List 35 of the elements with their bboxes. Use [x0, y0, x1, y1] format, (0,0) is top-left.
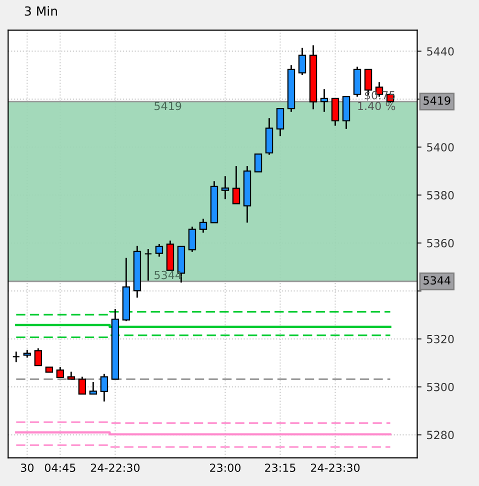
annotation: 5419 [154, 102, 182, 110]
candlestick [155, 243, 164, 258]
x-tick-label: 24-22:30 [90, 464, 140, 472]
candlestick [232, 165, 240, 204]
chart-title: 3 Min [24, 6, 57, 16]
candlestick [56, 366, 64, 378]
y-tick-label: 5280 [427, 430, 454, 440]
candlestick [78, 376, 86, 395]
x-tick-label: 24-23:30 [310, 464, 360, 472]
candlestick [331, 98, 340, 126]
candlestick [221, 175, 230, 200]
candlestick [89, 381, 98, 395]
x-tick-label: 23:00 [210, 464, 240, 472]
candlestick [199, 218, 208, 234]
y-tick-label: 5400 [427, 143, 454, 152]
y-tick-label: 5440 [427, 47, 454, 56]
y-tick-label: 5360 [427, 238, 454, 248]
candlestick [254, 154, 262, 172]
candlestick [276, 108, 284, 137]
candlestick [100, 373, 108, 402]
x-tick-label: 30 [20, 464, 34, 472]
x-tick-label: 04:45 [44, 464, 76, 472]
candlestick [320, 88, 328, 113]
candlestick [34, 348, 42, 366]
y-tick-label: 5380 [427, 191, 454, 200]
candlestick [144, 248, 152, 282]
x-tick-label: 23:15 [265, 464, 296, 472]
y-tick-label: 5300 [427, 382, 454, 392]
candlestick [298, 47, 306, 76]
candlestick [188, 226, 196, 253]
ref-line-label: 5344 [424, 276, 450, 285]
annotation: 1.40 % [358, 102, 396, 110]
candlestick [12, 350, 20, 363]
ref-line-label: 5419 [424, 96, 450, 105]
y-tick-label: 5320 [427, 334, 454, 344]
